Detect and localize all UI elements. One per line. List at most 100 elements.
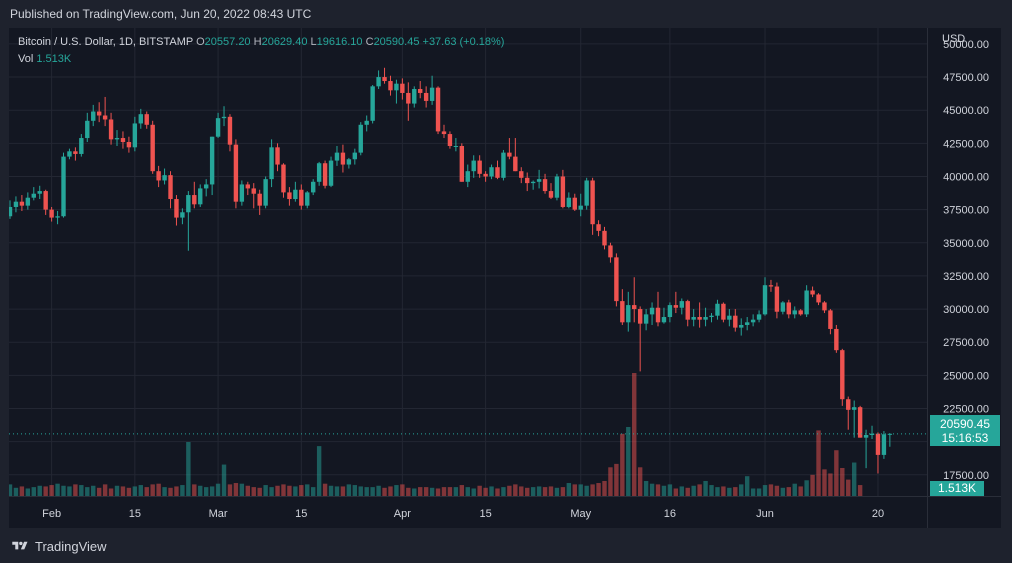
price-tick-label: 32500.00 <box>943 271 989 283</box>
candle <box>61 152 66 218</box>
candle <box>584 177 589 210</box>
candle-body <box>875 433 881 455</box>
candle <box>429 75 435 105</box>
volume-bar <box>55 483 60 496</box>
candle <box>536 169 542 189</box>
candle <box>626 291 631 332</box>
candle-body <box>406 92 411 104</box>
volume-bar <box>239 483 245 496</box>
candle-body <box>162 175 167 181</box>
volume-bar <box>322 483 328 496</box>
candle-body <box>834 328 839 351</box>
volume-bar <box>637 467 643 496</box>
candle <box>739 318 744 336</box>
candle-body <box>661 317 667 323</box>
open-value: 20557.20 <box>204 36 251 48</box>
candle-body <box>881 434 887 455</box>
candle-body <box>816 294 821 303</box>
candle <box>887 433 893 447</box>
candle <box>400 78 405 100</box>
candle <box>471 155 476 178</box>
volume-bar <box>221 464 227 496</box>
price-tick-label: 25000.00 <box>943 370 989 382</box>
candle <box>144 111 149 129</box>
price-axis: 17500.0020000.0022500.0025000.0027500.00… <box>943 39 989 482</box>
candle <box>804 285 809 318</box>
candle-body <box>198 188 203 205</box>
volume-bar <box>691 485 696 496</box>
candle <box>126 136 132 153</box>
volume-bar <box>519 486 524 496</box>
open-label: O <box>196 36 205 48</box>
candle <box>37 185 42 200</box>
time-tick-label: 16 <box>664 508 676 520</box>
candle <box>851 400 857 438</box>
volume-bar <box>275 485 280 496</box>
tradingview-logo-icon[interactable] <box>10 540 30 552</box>
chart-pane[interactable]: 17500.0020000.0022500.0025000.0027500.00… <box>9 28 1001 528</box>
volume-bar <box>91 485 96 496</box>
price-tick-label: 45000.00 <box>943 105 989 117</box>
close-value: 20590.45 <box>373 36 420 48</box>
time-axis: Feb 15 Mar 15 Apr 15 May 16 Jun 20 <box>42 508 884 520</box>
candle-body <box>423 92 429 101</box>
candles <box>9 67 893 474</box>
volume-bar <box>602 480 607 496</box>
volume-bar <box>715 487 720 496</box>
candle-body <box>828 310 833 329</box>
candle-body <box>412 88 417 104</box>
candle <box>162 168 167 185</box>
candle-body <box>221 116 227 119</box>
candlestick-chart[interactable]: 17500.0020000.0022500.0025000.0027500.00… <box>9 28 1001 528</box>
candle-body <box>269 147 274 180</box>
candle-body <box>19 201 25 206</box>
volume-bar <box>721 486 726 496</box>
candle <box>756 310 762 323</box>
volume-bar <box>513 484 518 496</box>
time-tick-label: Jun <box>756 508 774 520</box>
volume-bar <box>67 486 72 496</box>
candle-body <box>614 257 619 302</box>
candle-body <box>637 309 643 324</box>
candle-body <box>632 305 637 310</box>
candle <box>79 134 84 157</box>
candle <box>287 187 292 206</box>
candle <box>632 277 637 323</box>
candle <box>245 181 250 196</box>
volume-bar <box>269 487 274 496</box>
low-label: L <box>310 36 317 48</box>
candle-body <box>328 160 334 186</box>
candle-body <box>114 138 120 140</box>
candle <box>750 314 756 327</box>
volume-bar <box>126 487 132 496</box>
candle-body <box>750 319 756 323</box>
candle <box>798 309 803 316</box>
volume-bar <box>560 487 566 496</box>
volume-bar <box>364 487 369 496</box>
candle-body <box>507 152 512 157</box>
volume-bar <box>418 487 423 496</box>
volume-bar <box>61 485 66 496</box>
candle-body <box>126 142 132 148</box>
volume-bar <box>310 487 316 496</box>
time-tick-label: Apr <box>394 508 411 520</box>
volume-bar <box>632 373 637 496</box>
volume-bar <box>501 487 506 496</box>
candle <box>352 148 358 165</box>
candle <box>578 193 583 217</box>
symbol-title[interactable]: Bitcoin / U.S. Dollar, 1D, BITSTAMP <box>18 36 194 48</box>
volume-bar <box>447 487 453 496</box>
tradingview-brand[interactable]: TradingView <box>35 538 107 554</box>
volume-bar <box>584 485 589 496</box>
volume-bar <box>703 480 708 496</box>
candle <box>49 206 54 222</box>
volume-bar <box>626 426 631 496</box>
candle <box>501 149 506 181</box>
volume-bar <box>828 473 833 496</box>
candle <box>25 192 31 210</box>
volume-bar <box>209 486 215 496</box>
candle <box>203 179 209 197</box>
volume-bar <box>85 487 90 496</box>
volume-bar <box>120 486 126 496</box>
candle-body <box>857 407 863 438</box>
